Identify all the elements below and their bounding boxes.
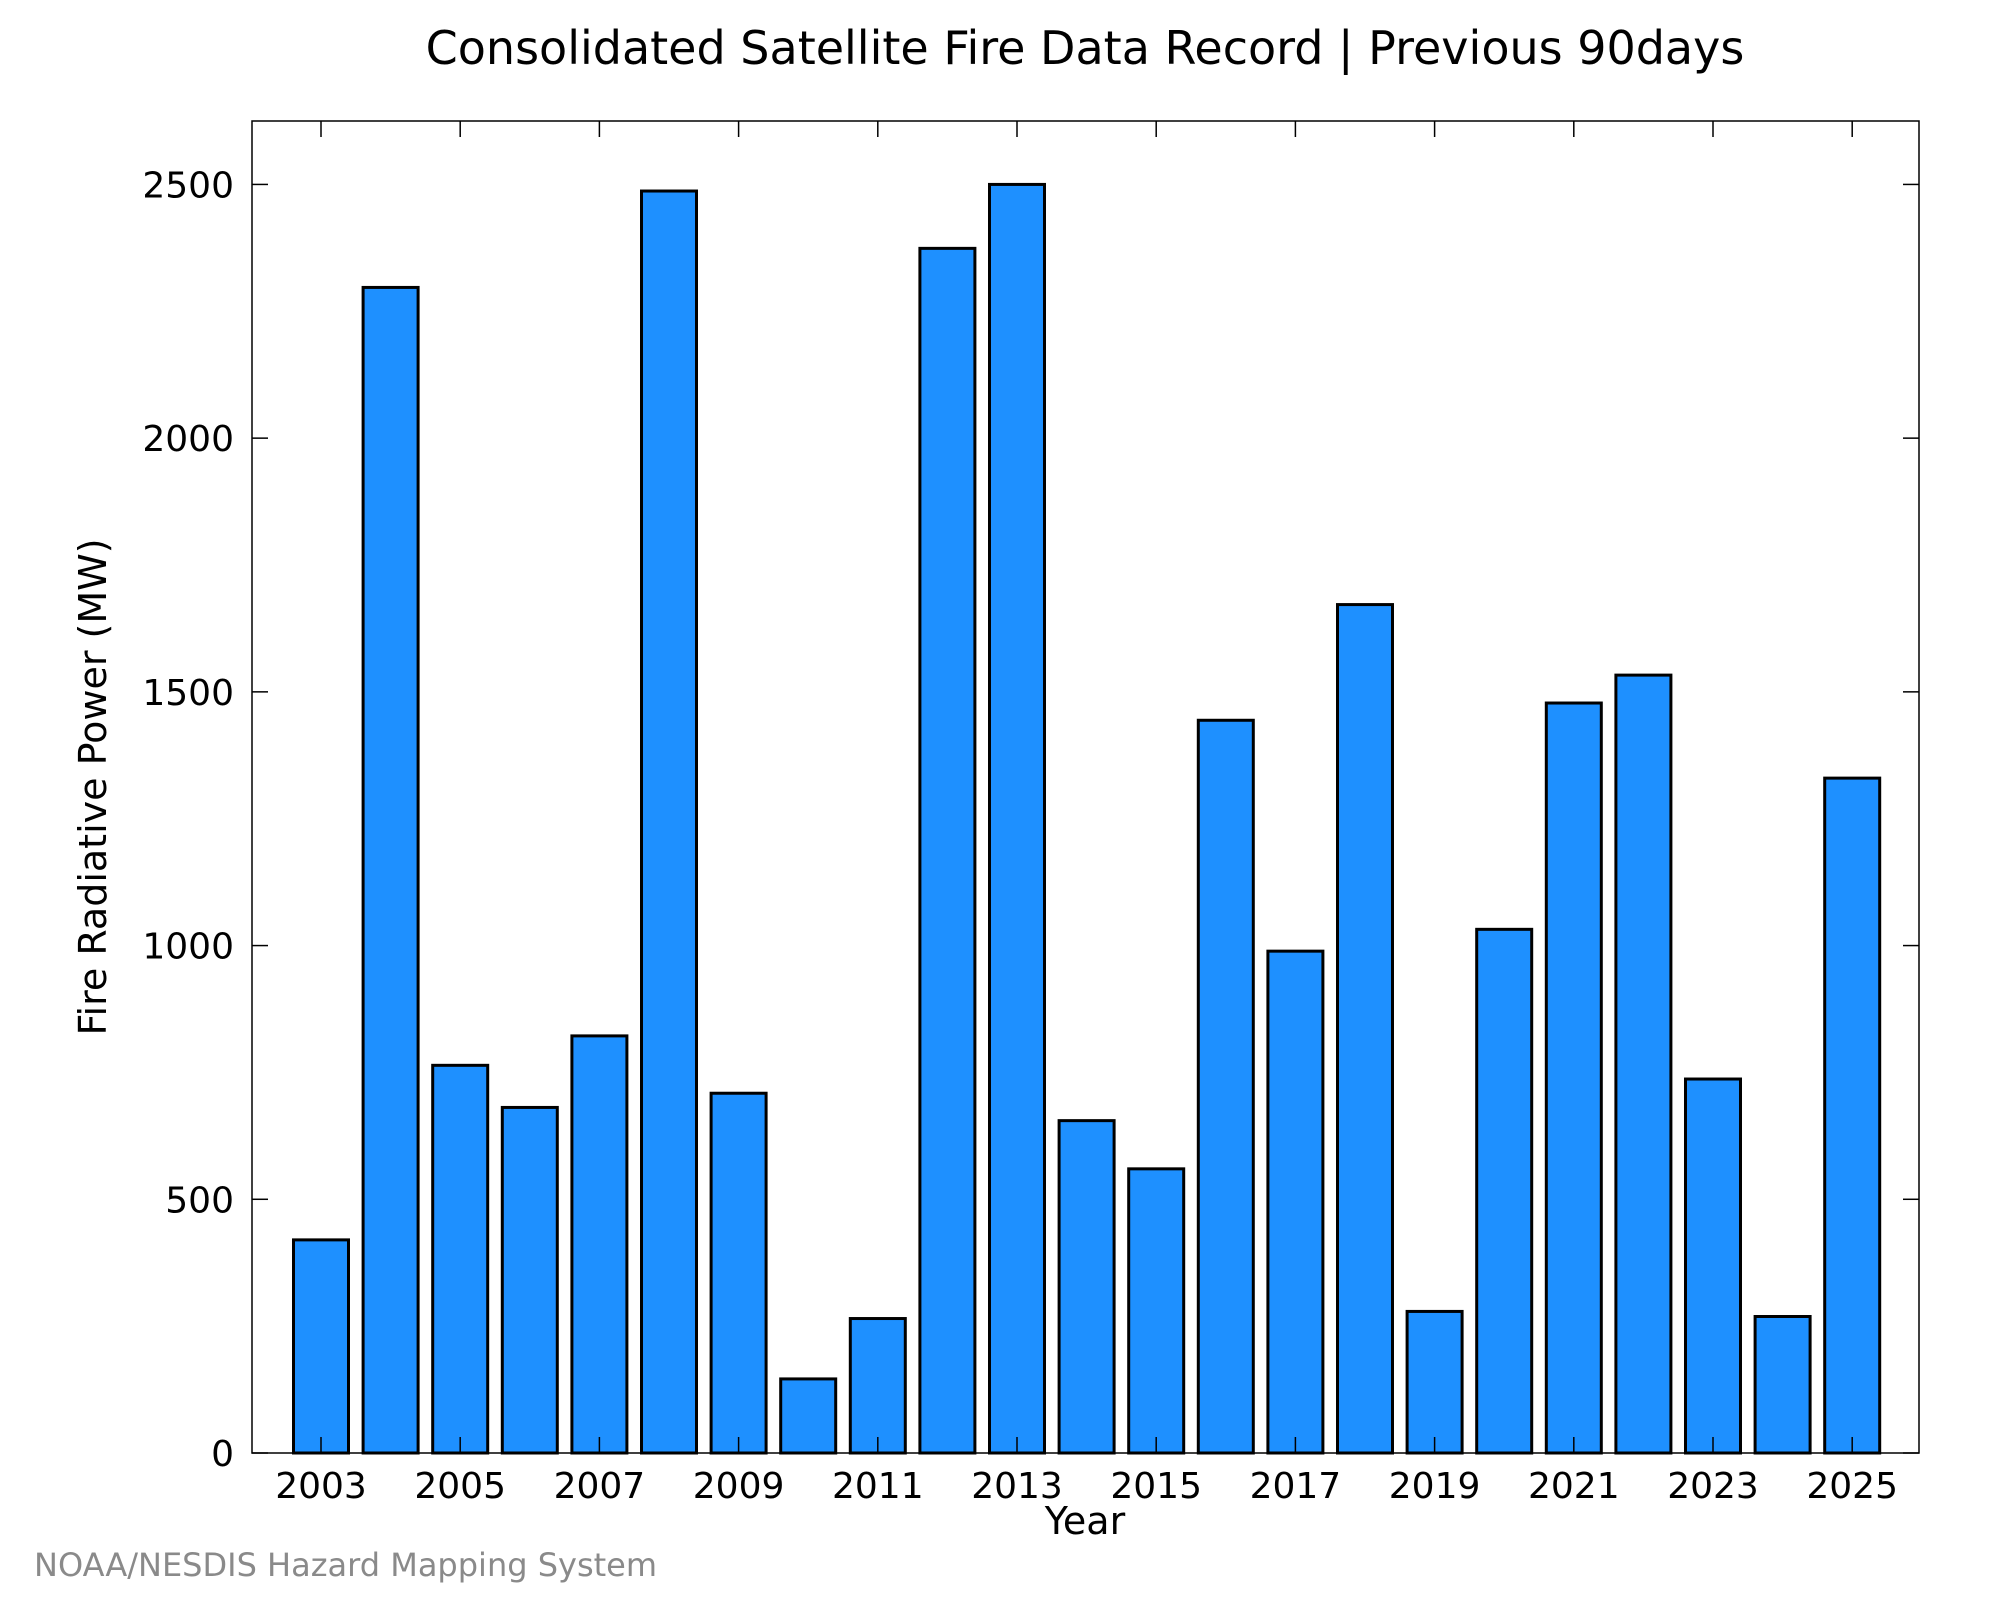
bar-2004 xyxy=(361,285,420,1455)
x-tick-label-2009: 2009 xyxy=(693,1466,785,1507)
bar-2014 xyxy=(1057,1119,1116,1455)
bar-2016 xyxy=(1196,718,1255,1455)
y-tick-label-2500: 2500 xyxy=(142,165,234,206)
x-tick-label-2021: 2021 xyxy=(1528,1466,1620,1507)
y-tick-label-500: 500 xyxy=(165,1180,234,1221)
bar-2008 xyxy=(640,189,698,1455)
x-tick-label-2025: 2025 xyxy=(1806,1466,1898,1507)
x-tick-label-2013: 2013 xyxy=(971,1466,1063,1507)
x-axis-label: Year xyxy=(1044,1499,1126,1543)
ticks-group: 0 500 1000 1500 2000 2500 2003 2005 2007 2009 2011… xyxy=(142,121,1919,1507)
bar-2013 xyxy=(988,182,1046,1455)
footer-credit: NOAA/NESDIS Hazard Mapping System xyxy=(34,1546,657,1584)
y-tick-label-2000: 2000 xyxy=(142,419,234,460)
bar-2020 xyxy=(1475,927,1534,1455)
bar-2006 xyxy=(500,1105,559,1455)
x-tick-label-2007: 2007 xyxy=(554,1466,646,1507)
bars-group xyxy=(292,182,1882,1455)
y-tick-label-0: 0 xyxy=(211,1434,234,1475)
bar-2005 xyxy=(431,1063,490,1455)
bar-2019 xyxy=(1405,1309,1464,1455)
y-axis-label: Fire Radiative Power (MW) xyxy=(71,538,115,1035)
bar-2015 xyxy=(1127,1167,1186,1455)
x-tick-label-2019: 2019 xyxy=(1389,1466,1481,1507)
x-tick-label-2005: 2005 xyxy=(414,1466,506,1507)
plot-frame xyxy=(251,120,1920,1454)
bar-2021 xyxy=(1544,701,1603,1455)
x-tick-label-2003: 2003 xyxy=(275,1466,367,1507)
x-tick-label-2011: 2011 xyxy=(832,1466,924,1507)
x-tick-label-2017: 2017 xyxy=(1250,1466,1342,1507)
bar-2024 xyxy=(1753,1315,1812,1455)
bar-2003 xyxy=(292,1238,350,1455)
bar-2010 xyxy=(779,1377,838,1455)
bar-2007 xyxy=(570,1034,629,1455)
bar-2017 xyxy=(1266,949,1325,1455)
x-tick-label-2023: 2023 xyxy=(1667,1466,1759,1507)
chart-title: Consolidated Satellite Fire Data Record … xyxy=(426,21,1745,76)
y-tick-label-1500: 1500 xyxy=(142,673,234,714)
bar-2012 xyxy=(918,246,977,1455)
bar-2023 xyxy=(1684,1077,1742,1455)
bar-2025 xyxy=(1823,776,1882,1455)
bar-2018 xyxy=(1336,603,1394,1455)
y-tick-label-1000: 1000 xyxy=(142,927,234,968)
bar-2011 xyxy=(848,1317,907,1455)
x-tick-label-2015: 2015 xyxy=(1110,1466,1202,1507)
bar-2022 xyxy=(1614,673,1673,1455)
bar-2009 xyxy=(709,1091,768,1455)
